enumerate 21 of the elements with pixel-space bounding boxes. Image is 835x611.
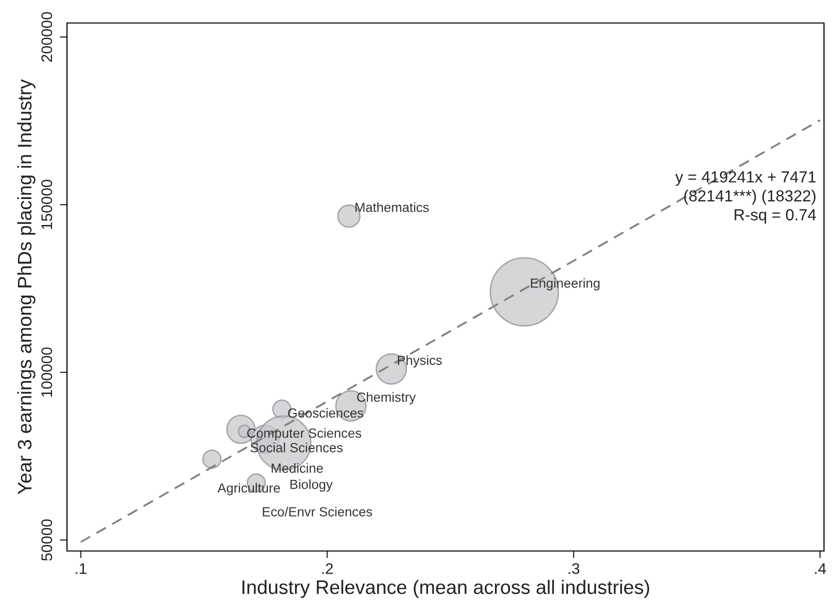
annotation: Mathematics xyxy=(356,202,429,212)
x-tick-label: .1 xyxy=(76,563,86,574)
annotation: Computer Sciences xyxy=(247,428,362,440)
annotation: Social Sciences xyxy=(250,442,343,452)
y-axis-title: Year 3 earnings among PhDs placing in Industry xyxy=(17,79,36,494)
x-tick-label: .2 xyxy=(322,563,333,574)
annotation: y = 419241x + 7471 (82141***) (18322) R-sq = 0.74 xyxy=(675,171,816,224)
annotation: Chemistry xyxy=(357,392,416,404)
x-tick-label: .3 xyxy=(568,563,580,574)
annotation: Medicine xyxy=(272,463,323,473)
annotation: Physics xyxy=(398,355,442,368)
x-tick-label: .4 xyxy=(815,563,826,574)
y-tick-label: 200000 xyxy=(41,12,52,62)
annotation: Engineering xyxy=(530,278,600,290)
y-tick-label: 100000 xyxy=(41,347,52,397)
annotation: Agriculture xyxy=(217,482,280,496)
annotation: Eco/Envr Sciences xyxy=(262,506,372,516)
x-axis-title: Industry Relevance (mean across all industries) xyxy=(242,580,650,598)
y-tick-label: 150000 xyxy=(41,180,52,229)
annotation: Biology xyxy=(290,479,333,492)
y-tick-label: 50000 xyxy=(41,519,52,561)
